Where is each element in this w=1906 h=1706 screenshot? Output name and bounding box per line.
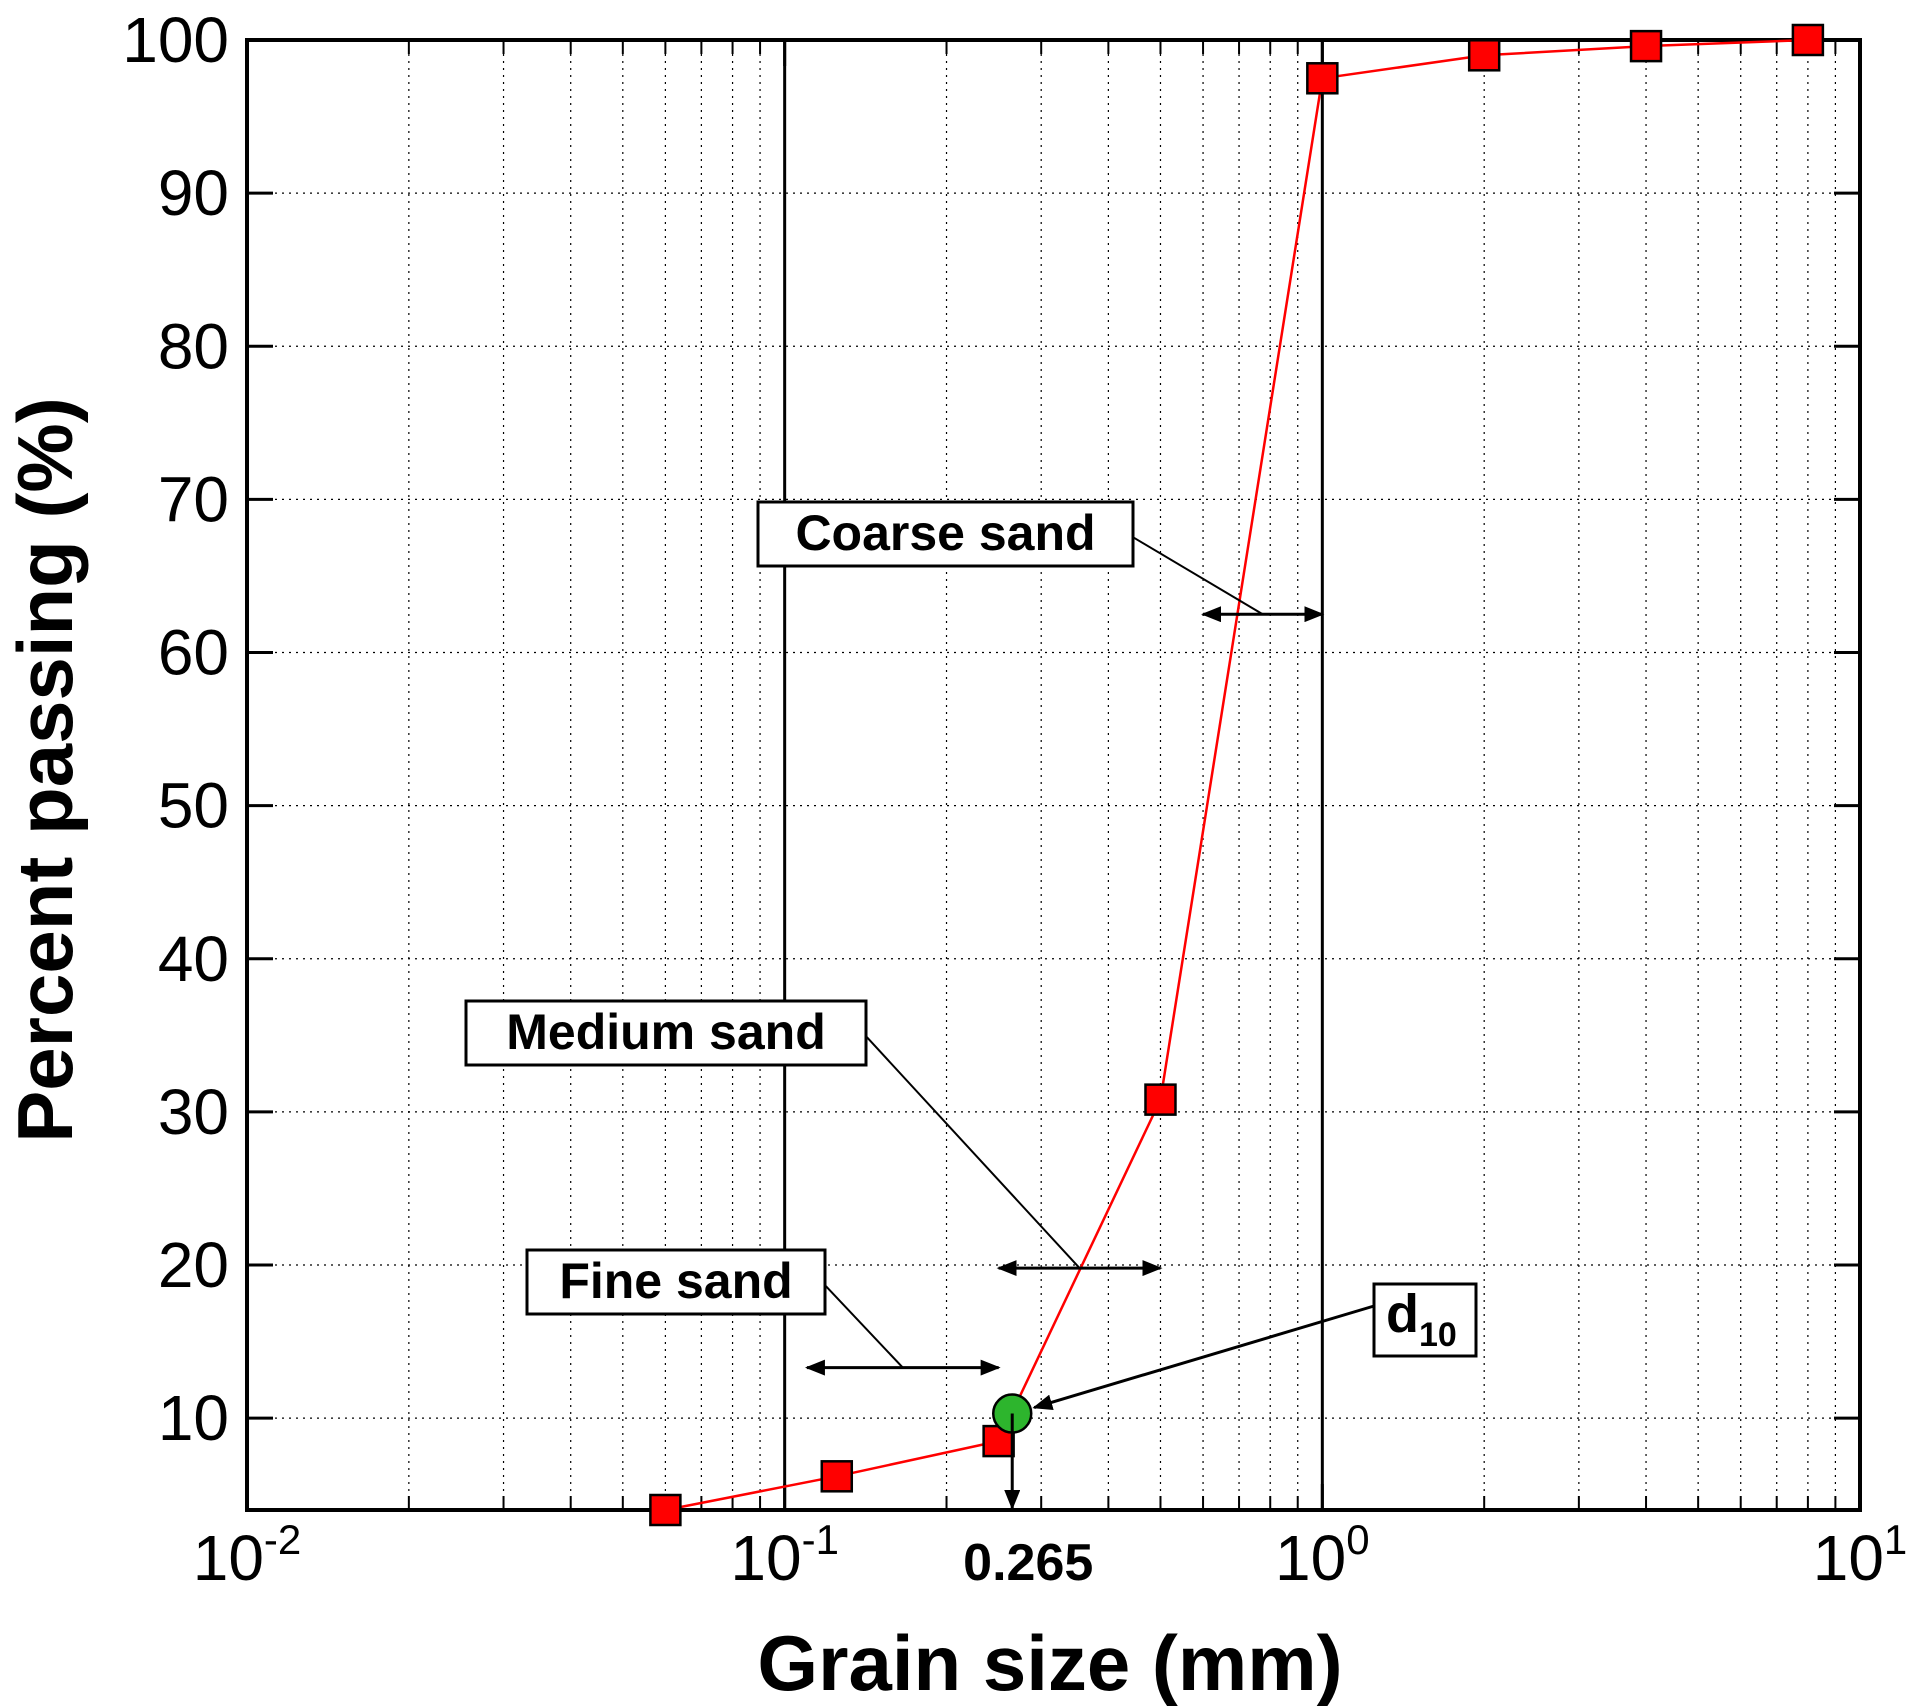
data-point <box>982 1424 1015 1458</box>
grid <box>247 39 1860 1510</box>
data-point <box>1144 1083 1177 1116</box>
y-tick-label: 70 <box>158 463 229 535</box>
d10-label-box <box>1372 1282 1478 1358</box>
label-fine: Fine sand <box>559 1253 792 1309</box>
series-line <box>665 38 1808 1512</box>
label-box-medium <box>464 999 868 1067</box>
tick-labels: 10 20 30 40 50 60 70 80 90 100 10-2 10-1 100 101 0.265 <box>122 4 1906 1594</box>
d10-pointer-arrow <box>1032 1304 1375 1411</box>
label-coarse: Coarse sand <box>795 505 1095 561</box>
series-passing <box>649 23 1825 1527</box>
y-tick-label: 50 <box>158 770 229 842</box>
x-tick-label: 10-1 <box>730 1516 839 1594</box>
label-box-fine <box>525 1248 827 1316</box>
y-tick-label: 90 <box>158 157 229 229</box>
x-axis-title: Grain size (mm) <box>757 1619 1342 1706</box>
y-tick-label: 20 <box>158 1229 229 1301</box>
y-tick-label: 40 <box>158 923 229 995</box>
leader-line-coarse <box>1132 536 1264 616</box>
y-tick-label: 100 <box>122 4 229 76</box>
y-tick-label: 60 <box>158 617 229 689</box>
y-tick-label: 80 <box>158 310 229 382</box>
label-box-coarse <box>756 500 1135 568</box>
plot-frame <box>245 38 1862 1512</box>
data-point <box>649 1493 682 1527</box>
x-tick-label: 100 <box>1275 1516 1370 1594</box>
data-point <box>1467 39 1501 72</box>
annotations: Coarse sand Medium sand Fine sand d10 <box>464 500 1478 1510</box>
leader-line-fine <box>824 1284 904 1369</box>
data-point <box>1629 29 1663 63</box>
d10-label: d10 <box>1386 1284 1457 1354</box>
data-point <box>1306 62 1339 95</box>
label-medium: Medium sand <box>506 1004 825 1060</box>
x-tick-label: 101 <box>1813 1516 1906 1594</box>
x-tick-label: 10-2 <box>193 1516 302 1594</box>
data-point <box>820 1460 854 1493</box>
data-point <box>1791 23 1825 57</box>
y-tick-label: 30 <box>158 1076 229 1148</box>
leader-line-medium <box>865 1035 1081 1269</box>
d10-value-label: 0.265 <box>963 1534 1093 1592</box>
y-tick-label: 10 <box>158 1382 229 1454</box>
y-axis-title: Percent passing (%) <box>1 397 89 1143</box>
axes <box>245 38 1862 1512</box>
